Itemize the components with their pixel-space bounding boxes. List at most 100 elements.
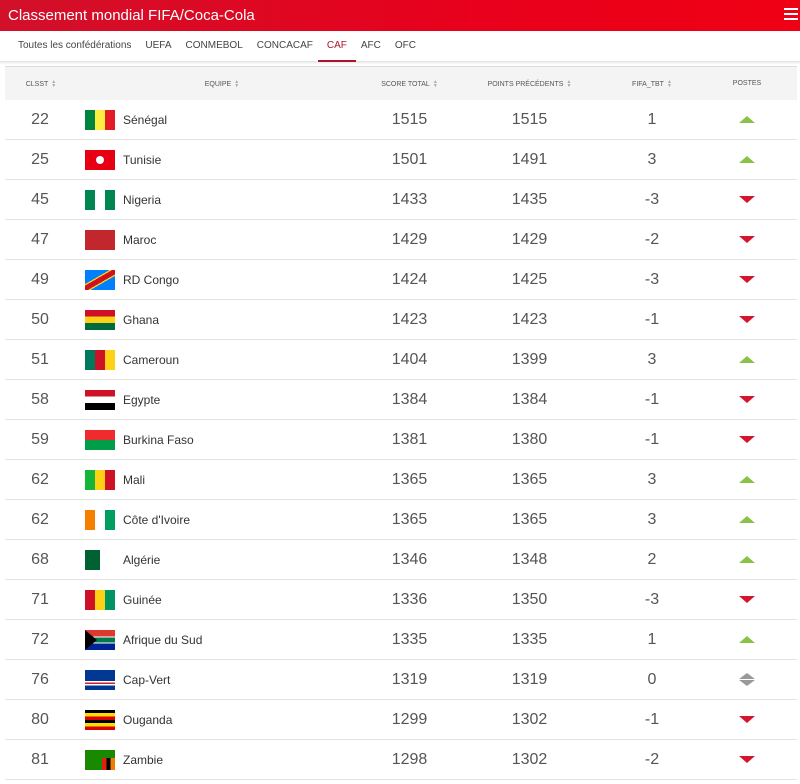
team-cell[interactable]: Tunisie [75, 149, 367, 170]
sort-icon: ▲ ▼ [566, 78, 572, 89]
tab-afc[interactable]: AFC [360, 39, 381, 51]
flag-uga-icon [85, 709, 115, 730]
tbt-change: -3 [644, 270, 660, 288]
rank: 71 [31, 590, 49, 608]
tab-ofc[interactable]: OFC [394, 39, 416, 51]
rank: 62 [31, 510, 49, 528]
team-cell[interactable]: Egypte [75, 389, 367, 410]
team-cell[interactable]: Côte d'Ivoire [75, 509, 367, 530]
team-name[interactable]: Burkina Faso [123, 432, 194, 447]
tab-concacaf[interactable]: CONCACAF [256, 39, 313, 51]
previous-points: 1302 [511, 710, 548, 728]
team-cell[interactable]: Zambie [75, 749, 367, 770]
team-cell[interactable]: Burkina Faso [75, 429, 367, 450]
app-header: Classement mondial FIFA/Coca-Cola [0, 0, 800, 31]
team-name[interactable]: Tunisie [123, 152, 162, 167]
tbt-change: -1 [644, 310, 660, 328]
tab-caf[interactable]: CAF [317, 31, 356, 62]
table-row: 71 Guinée 1336 1350 -3 [5, 580, 797, 620]
position-change [697, 673, 797, 686]
team-name[interactable]: Côte d'Ivoire [123, 512, 190, 527]
total-score: 1299 [391, 710, 428, 728]
rank: 72 [31, 630, 49, 648]
hamburger-icon[interactable] [784, 8, 798, 20]
rank: 47 [31, 230, 49, 248]
team-name[interactable]: Algérie [123, 552, 161, 567]
rank: 62 [31, 470, 49, 488]
tbt-change: -2 [644, 230, 660, 248]
column-header-tbt[interactable]: FIFA_TBT ▲ ▼ [607, 78, 697, 89]
previous-points: 1399 [511, 350, 548, 368]
previous-points: 1319 [511, 670, 548, 688]
team-name[interactable]: Maroc [123, 232, 157, 247]
column-label: FIFA_TBT [632, 80, 664, 88]
team-cell[interactable]: Afrique du Sud [75, 629, 367, 650]
position-change [697, 436, 797, 443]
previous-points: 1335 [511, 630, 548, 648]
tbt-change: 3 [647, 350, 657, 368]
table-row: 80 Ouganda 1299 1302 -1 [5, 700, 797, 740]
total-score: 1433 [391, 190, 428, 208]
team-cell[interactable]: Cameroun [75, 349, 367, 370]
column-header-team[interactable]: EQUIPE ▲ ▼ [77, 79, 367, 88]
team-name[interactable]: Zambie [123, 752, 164, 767]
column-header-positions: POSTES [697, 80, 797, 87]
arrow-up-icon [739, 516, 755, 523]
position-change [697, 596, 797, 603]
team-name[interactable]: Egypte [123, 392, 161, 407]
flag-civ-icon [85, 509, 115, 530]
column-header-score[interactable]: SCORE TOTAL ▲ ▼ [367, 79, 452, 88]
team-name[interactable]: Mali [123, 472, 146, 487]
team-cell[interactable]: Cap-Vert [75, 669, 367, 690]
previous-points: 1348 [511, 550, 548, 568]
tab-conmebol[interactable]: CONMEBOL [185, 39, 243, 51]
team-cell[interactable]: Guinée [75, 589, 367, 610]
total-score: 1384 [391, 390, 428, 408]
arrow-up-icon [739, 636, 755, 643]
tbt-change: 2 [647, 550, 657, 568]
total-score: 1423 [391, 310, 428, 328]
team-name[interactable]: Ghana [123, 312, 160, 327]
team-cell[interactable]: Sénégal [75, 109, 367, 130]
table-row: 50 Ghana 1423 1423 -1 [5, 300, 797, 340]
table-row: 25 Tunisie 1501 1491 3 [5, 140, 797, 180]
unchanged-icon [739, 673, 755, 686]
team-name[interactable]: Sénégal [123, 112, 168, 127]
flag-mli-icon [85, 469, 115, 490]
team-cell[interactable]: Algérie [75, 549, 367, 570]
previous-points: 1380 [511, 430, 548, 448]
column-header-rank[interactable]: CLSST ▲ ▼ [5, 78, 77, 89]
sort-icon: ▲ ▼ [51, 78, 57, 89]
team-name[interactable]: Cap-Vert [123, 672, 171, 687]
rank: 81 [31, 750, 49, 768]
total-score: 1336 [391, 590, 428, 608]
sort-icon: ▲ ▼ [666, 78, 672, 89]
previous-points: 1384 [511, 390, 548, 408]
team-cell[interactable]: Maroc [75, 229, 367, 250]
team-cell[interactable]: Mali [75, 469, 367, 490]
previous-points: 1350 [511, 590, 548, 608]
tab-uefa[interactable]: UEFA [145, 39, 172, 51]
page-title: Classement mondial FIFA/Coca-Cola [8, 7, 255, 24]
column-header-previous-points[interactable]: POINTS PRÉCÉDENTS ▲ ▼ [452, 78, 607, 89]
team-name[interactable]: Cameroun [123, 352, 180, 367]
team-cell[interactable]: RD Congo [75, 269, 367, 290]
team-name[interactable]: Nigeria [123, 192, 162, 207]
tbt-change: -2 [644, 750, 660, 768]
total-score: 1365 [391, 510, 428, 528]
team-cell[interactable]: Ghana [75, 309, 367, 330]
confederation-tabs: Toutes les confédérations UEFA CONMEBOL CON… [0, 31, 800, 62]
team-cell[interactable]: Ouganda [75, 709, 367, 730]
team-cell[interactable]: Nigeria [75, 189, 367, 210]
position-change [697, 196, 797, 203]
team-name[interactable]: RD Congo [123, 272, 180, 287]
rank: 58 [31, 390, 49, 408]
team-name[interactable]: Guinée [123, 592, 162, 607]
team-name[interactable]: Ouganda [123, 712, 173, 727]
arrow-down-icon [739, 276, 755, 283]
team-name[interactable]: Afrique du Sud [123, 632, 203, 647]
arrow-up-icon [739, 116, 755, 123]
tab-toutes-les-conf-d-rations[interactable]: Toutes les confédérations [18, 39, 132, 51]
table-row: 76 Cap-Vert 1319 1319 0 [5, 660, 797, 700]
previous-points: 1429 [511, 230, 548, 248]
